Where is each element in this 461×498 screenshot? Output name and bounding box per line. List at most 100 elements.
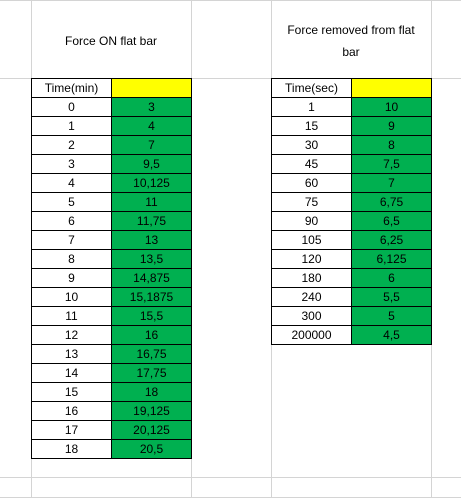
left-value-cell[interactable]: 11,75 [111,211,192,231]
table-row: 14 17,75 [31,363,192,383]
right-table-caption[interactable]: Force removed from flat bar [271,19,431,63]
header-value-cell[interactable] [351,78,432,98]
table-row: 120 6,125 [271,249,432,269]
table-row: 90 6,5 [271,211,432,231]
left-value-cell[interactable]: 16 [111,325,192,345]
right-time-cell[interactable]: 180 [271,268,352,288]
right-value-cell[interactable]: 4,5 [351,325,432,345]
left-value-cell[interactable]: 20,125 [111,420,192,440]
right-value-cell[interactable]: 5 [351,306,432,326]
left-value-cell[interactable]: 7 [111,135,192,155]
left-data-table: Time(min) 0 3 1 4 2 7 3 9,5 4 10,125 5 11 6 11,75 7 13 8… [31,78,192,459]
gridline [0,477,461,478]
left-value-cell[interactable]: 4 [111,116,192,136]
right-data-table: Time(sec) 1 10 15 9 30 8 45 7,5 60 7 75 6,75 90 6,5 10… [271,78,432,345]
table-row: 13 16,75 [31,344,192,364]
left-value-cell[interactable]: 17,75 [111,363,192,383]
header-value-cell[interactable] [111,78,192,98]
left-table-caption[interactable]: Force ON flat bar [64,34,158,48]
left-time-cell[interactable]: 17 [31,420,112,440]
left-value-cell[interactable]: 13 [111,230,192,250]
right-time-cell[interactable]: 200000 [271,325,352,345]
table-row: 45 7,5 [271,154,432,174]
right-time-cell[interactable]: 30 [271,135,352,155]
right-time-cell[interactable]: 15 [271,116,352,136]
right-value-cell[interactable]: 6 [351,268,432,288]
left-value-cell[interactable]: 19,125 [111,401,192,421]
left-value-cell[interactable]: 18 [111,382,192,402]
table-header-row: Time(min) [31,78,192,98]
table-row: 200000 4,5 [271,325,432,345]
right-value-cell[interactable]: 10 [351,97,432,117]
left-time-cell[interactable]: 7 [31,230,112,250]
left-time-cell[interactable]: 4 [31,173,112,193]
left-value-cell[interactable]: 15,1875 [111,287,192,307]
right-value-cell[interactable]: 6,25 [351,230,432,250]
right-time-cell[interactable]: 1 [271,97,352,117]
left-value-cell[interactable]: 11 [111,192,192,212]
right-time-cell[interactable]: 105 [271,230,352,250]
left-value-cell[interactable]: 20,5 [111,439,192,459]
left-value-cell[interactable]: 3 [111,97,192,117]
table-row: 16 19,125 [31,401,192,421]
right-value-cell[interactable]: 6,5 [351,211,432,231]
right-caption-line2: bar [342,45,360,59]
left-time-cell[interactable]: 9 [31,268,112,288]
table-row: 75 6,75 [271,192,432,212]
table-row: 7 13 [31,230,192,250]
left-time-cell[interactable]: 5 [31,192,112,212]
table-header-row: Time(sec) [271,78,432,98]
table-row: 8 13,5 [31,249,192,269]
left-time-cell[interactable]: 16 [31,401,112,421]
right-time-cell[interactable]: 240 [271,287,352,307]
left-value-cell[interactable]: 15,5 [111,306,192,326]
right-value-cell[interactable]: 9 [351,116,432,136]
table-row: 15 9 [271,116,432,136]
left-time-cell[interactable]: 8 [31,249,112,269]
table-row: 18 20,5 [31,439,192,459]
table-row: 240 5,5 [271,287,432,307]
header-time-min[interactable]: Time(min) [31,78,112,98]
left-time-cell[interactable]: 0 [31,97,112,117]
left-time-cell[interactable]: 15 [31,382,112,402]
right-time-cell[interactable]: 45 [271,154,352,174]
left-time-cell[interactable]: 13 [31,344,112,364]
right-value-cell[interactable]: 6,75 [351,192,432,212]
left-value-cell[interactable]: 14,875 [111,268,192,288]
table-row: 10 15,1875 [31,287,192,307]
right-time-cell[interactable]: 60 [271,173,352,193]
left-time-cell[interactable]: 11 [31,306,112,326]
left-value-cell[interactable]: 10,125 [111,173,192,193]
left-time-cell[interactable]: 3 [31,154,112,174]
gridline [0,0,461,1]
gridline [0,78,461,79]
right-value-cell[interactable]: 7 [351,173,432,193]
table-row: 9 14,875 [31,268,192,288]
right-value-cell[interactable]: 5,5 [351,287,432,307]
header-time-sec[interactable]: Time(sec) [271,78,352,98]
left-time-cell[interactable]: 1 [31,116,112,136]
table-row: 1 10 [271,97,432,117]
right-time-cell[interactable]: 300 [271,306,352,326]
left-value-cell[interactable]: 9,5 [111,154,192,174]
left-time-cell[interactable]: 12 [31,325,112,345]
right-time-cell[interactable]: 90 [271,211,352,231]
table-row: 60 7 [271,173,432,193]
left-time-cell[interactable]: 2 [31,135,112,155]
left-value-cell[interactable]: 16,75 [111,344,192,364]
right-value-cell[interactable]: 6,125 [351,249,432,269]
right-caption-line1: Force removed from flat [287,23,415,37]
left-time-cell[interactable]: 18 [31,439,112,459]
table-row: 17 20,125 [31,420,192,440]
left-time-cell[interactable]: 6 [31,211,112,231]
right-time-cell[interactable]: 75 [271,192,352,212]
right-value-cell[interactable]: 8 [351,135,432,155]
left-time-cell[interactable]: 14 [31,363,112,383]
table-row: 180 6 [271,268,432,288]
left-value-cell[interactable]: 13,5 [111,249,192,269]
right-value-cell[interactable]: 7,5 [351,154,432,174]
right-time-cell[interactable]: 120 [271,249,352,269]
left-time-cell[interactable]: 10 [31,287,112,307]
